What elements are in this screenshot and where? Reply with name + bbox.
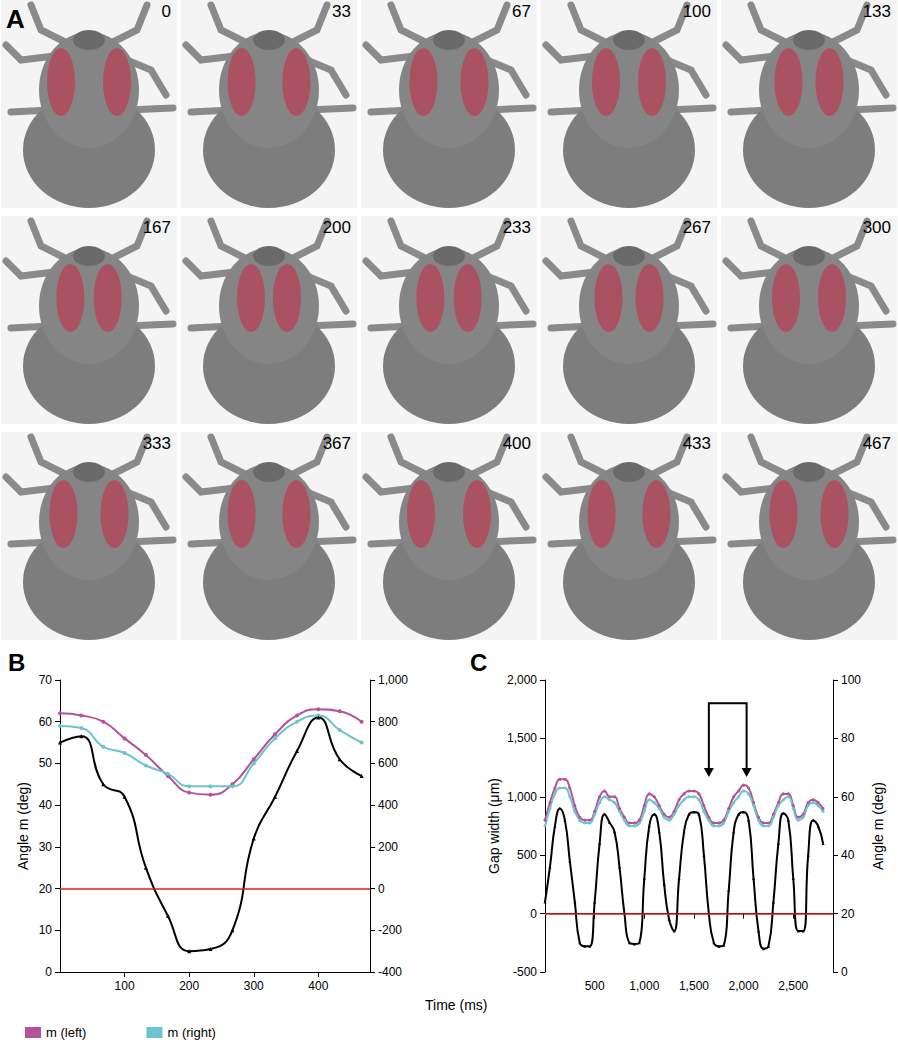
html-text:467: 467 (862, 434, 891, 453)
svg-text:Gap width (μm): Gap width (μm) (486, 778, 502, 874)
svg-text:50: 50 (39, 756, 53, 770)
html-text:67: 67 (512, 2, 531, 21)
svg-text:m (right): m (right) (167, 1025, 215, 1040)
svg-text:100: 100 (841, 673, 861, 687)
svg-text:B: B (8, 650, 25, 676)
html-text:100: 100 (682, 2, 711, 21)
svg-text:40: 40 (841, 848, 855, 862)
svg-text:1,000: 1,000 (378, 673, 408, 687)
svg-text:400: 400 (378, 798, 398, 812)
html-text:267: 267 (682, 218, 711, 237)
svg-text:2,500: 2,500 (778, 979, 808, 993)
svg-text:1,500: 1,500 (679, 979, 709, 993)
svg-text:0: 0 (378, 882, 385, 896)
html-text:33: 33 (332, 2, 351, 21)
html-text:133: 133 (862, 2, 891, 21)
svg-text:500: 500 (585, 979, 605, 993)
svg-text:m (left): m (left) (46, 1025, 86, 1040)
svg-text:400: 400 (308, 979, 328, 993)
svg-text:-200: -200 (378, 923, 402, 937)
html-text:233: 233 (502, 218, 531, 237)
svg-text:-500: -500 (513, 965, 537, 979)
svg-text:1,000: 1,000 (507, 790, 537, 804)
svg-text:1,500: 1,500 (507, 731, 537, 745)
svg-text:60: 60 (39, 715, 53, 729)
svg-text:20: 20 (841, 907, 855, 921)
html-text:167: 167 (142, 218, 171, 237)
html-text:0: 0 (161, 2, 171, 21)
html-text:433: 433 (682, 434, 711, 453)
svg-text:Angle m (deg): Angle m (deg) (15, 782, 31, 870)
svg-text:0: 0 (841, 965, 848, 979)
svg-text:Angle m (deg): Angle m (deg) (870, 782, 886, 870)
svg-text:0: 0 (45, 965, 52, 979)
svg-text:600: 600 (378, 756, 398, 770)
svg-text:0: 0 (530, 907, 537, 921)
html-text:200: 200 (322, 218, 351, 237)
svg-text:500: 500 (517, 848, 537, 862)
svg-text:C: C (470, 650, 487, 676)
svg-text:2,000: 2,000 (507, 673, 537, 687)
svg-text:20: 20 (39, 882, 53, 896)
html-text:333: 333 (142, 434, 171, 453)
svg-text:70: 70 (39, 673, 53, 687)
svg-text:10: 10 (39, 923, 53, 937)
svg-text:30: 30 (39, 840, 53, 854)
html-text:A: A (6, 4, 25, 34)
svg-text:1,000: 1,000 (629, 979, 659, 993)
svg-text:200: 200 (378, 840, 398, 854)
svg-text:200: 200 (179, 979, 199, 993)
svg-text:800: 800 (378, 715, 398, 729)
svg-text:80: 80 (841, 731, 855, 745)
html-text:300: 300 (862, 218, 891, 237)
svg-text:-400: -400 (378, 965, 402, 979)
svg-text:300: 300 (244, 979, 264, 993)
svg-text:2,000: 2,000 (729, 979, 759, 993)
svg-text:Time (ms): Time (ms) (425, 997, 487, 1013)
svg-text:60: 60 (841, 790, 855, 804)
svg-text:100: 100 (115, 979, 135, 993)
svg-text:40: 40 (39, 798, 53, 812)
html-text:367: 367 (322, 434, 351, 453)
html-text:400: 400 (502, 434, 531, 453)
